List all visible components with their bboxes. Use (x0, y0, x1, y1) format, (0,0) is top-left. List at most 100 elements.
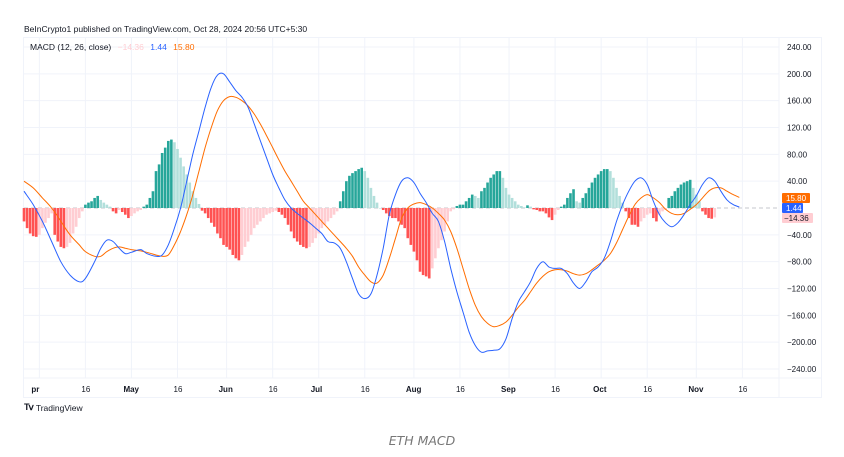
y-tick-label: 200.00 (787, 70, 812, 79)
tradingview-brand-text: TradingView (35, 402, 83, 413)
histogram-bar (572, 189, 575, 208)
histogram-bar (277, 208, 281, 213)
histogram-bar (483, 187, 486, 209)
histogram-bar (114, 208, 118, 214)
histogram-bar (259, 208, 262, 222)
histogram-bar (612, 177, 615, 208)
histogram-bar (434, 208, 437, 259)
histogram-bar (391, 208, 394, 219)
histogram-bar (642, 208, 646, 219)
histogram-bar (163, 147, 167, 208)
histogram-bar (335, 208, 339, 212)
histogram-bar (541, 208, 545, 212)
y-tick-label: −200.00 (787, 338, 817, 347)
histogram-bar (707, 208, 710, 219)
histogram-bar (96, 195, 99, 208)
histogram-bar (418, 208, 422, 272)
histogram-bar (191, 191, 195, 208)
histogram-bar (378, 208, 382, 209)
histogram-bar (510, 197, 514, 208)
histogram-bar (225, 208, 228, 247)
histogram-bar (176, 148, 179, 208)
histogram-bar (682, 182, 686, 208)
histogram-bar (38, 208, 41, 235)
figure-caption: ETH MACD (388, 433, 456, 448)
histogram-bar (188, 182, 192, 208)
signal-value-badge (782, 193, 810, 203)
histogram-bar (289, 208, 293, 232)
histogram-bars (22, 139, 717, 279)
histogram-bar (691, 187, 695, 209)
histogram-bar (437, 208, 440, 249)
histogram-bar (22, 208, 26, 222)
histogram-bar (299, 208, 302, 245)
published-by-text: BeInCrypto1 published on TradingView.com… (24, 24, 308, 34)
histogram-bar (424, 208, 428, 277)
y-axis-ticks: 240.00 200.00 160.00 120.00 80.00 40.00 −40.00… (787, 43, 817, 374)
histogram-bar (206, 208, 210, 219)
indicator-legend[interactable]: MACD (12, 26, close) −14.36 1.44 15.80 (30, 42, 198, 52)
histogram-bar (44, 208, 47, 223)
histogram-bar (237, 208, 241, 261)
histogram-bar (679, 184, 683, 208)
y-tick-label: 80.00 (787, 150, 808, 159)
histogram-bar (467, 197, 471, 208)
histogram-bar (698, 201, 701, 208)
histogram-bar (470, 194, 474, 208)
y-tick-label: 120.00 (787, 124, 812, 133)
histogram-bar (538, 208, 542, 212)
histogram-bar (563, 204, 566, 208)
histogram-bar (90, 201, 93, 208)
histogram-bar (667, 197, 670, 208)
histogram-bar (62, 208, 66, 249)
histogram-bar (372, 195, 376, 208)
histogram-bar (556, 208, 560, 211)
histogram-bar (295, 208, 299, 242)
histogram-bar (234, 208, 238, 259)
histogram-bar (704, 208, 707, 215)
y-tick-label: −120.00 (787, 285, 817, 294)
y-tick-label: 160.00 (787, 97, 812, 106)
histogram-bar (363, 171, 367, 208)
histogram-bar (553, 208, 557, 215)
histogram-bar (615, 187, 618, 209)
histogram-bar (59, 208, 63, 247)
histogram-bar (74, 208, 78, 227)
histogram-bar (283, 208, 287, 219)
histogram-bar (203, 208, 207, 214)
histogram-bar (464, 201, 468, 208)
histogram-bar (676, 187, 680, 209)
x-tick-label: Oct (593, 385, 607, 394)
histogram-bar (685, 181, 689, 208)
histogram-bar (65, 208, 69, 247)
histogram-bar (142, 206, 146, 208)
histogram-bar (160, 152, 164, 208)
histogram-bar (599, 171, 603, 208)
histogram-bar (179, 157, 182, 208)
macd-value-badge (782, 203, 803, 213)
histogram-bar (240, 208, 244, 255)
histogram-bar (87, 202, 90, 208)
histogram-bar (520, 205, 523, 208)
histogram-bar (77, 208, 81, 219)
histogram-bar (47, 208, 50, 219)
histogram-bar (81, 208, 84, 212)
histogram-bar (136, 208, 139, 212)
x-tick-label: 16 (174, 385, 183, 394)
histogram-bar (292, 208, 296, 239)
histogram-bar (606, 169, 609, 208)
histogram-bar (228, 208, 231, 250)
histogram-bar (268, 208, 271, 214)
histogram-bar (449, 208, 453, 212)
y-tick-label: 40.00 (787, 177, 808, 186)
histogram-bar (351, 173, 354, 208)
histogram-bar (213, 208, 216, 227)
histogram-bar (71, 208, 75, 234)
macd-value-badge-text: 1.44 (786, 204, 802, 213)
histogram-bar (544, 208, 548, 214)
histogram-bar (323, 208, 327, 225)
tradingview-logo[interactable]: T𝗏 TradingView (24, 402, 83, 413)
signal-value-badge-text: 15.80 (786, 194, 807, 203)
macd-chart[interactable]: 240.00 200.00 160.00 120.00 80.00 40.00 −40.00… (0, 0, 844, 420)
histogram-bar (326, 208, 330, 222)
